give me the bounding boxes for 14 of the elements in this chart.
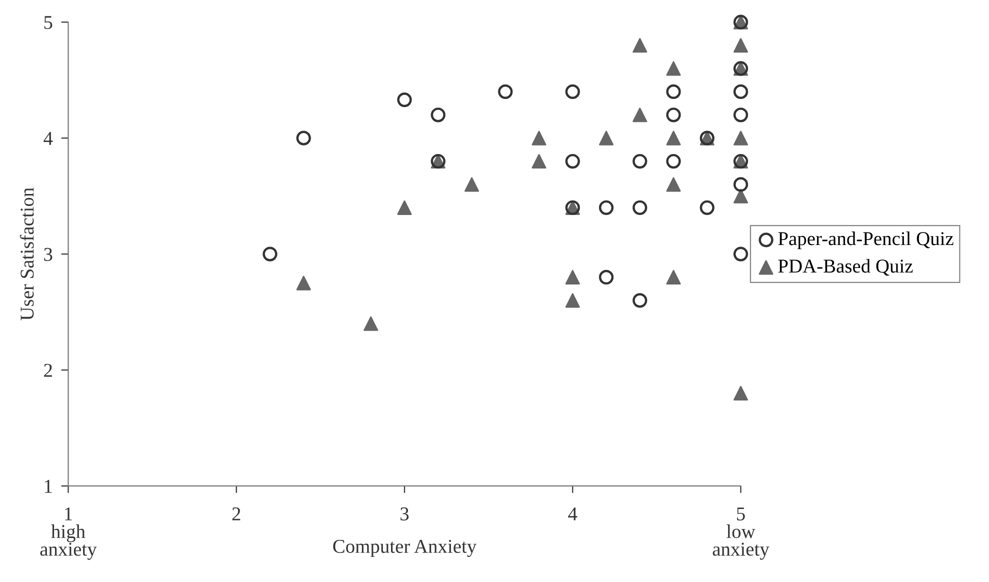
legend-label: PDA-Based Quiz — [778, 259, 913, 276]
y-axis-title: User Satisfaction — [20, 188, 34, 320]
legend-label: Paper-and-Pencil Quiz — [778, 232, 954, 250]
x-tick-label: 4 — [568, 507, 578, 520]
y-tick-label: 1 — [44, 480, 52, 493]
x-tick-label: 5 low anxiety — [712, 508, 770, 560]
x-tick-label: 1 high anxiety — [40, 507, 97, 560]
x-tick-label: 2 — [232, 507, 240, 520]
y-tick-label: 4 — [44, 132, 53, 145]
y-tick-label: 5 — [44, 16, 52, 30]
x-axis-title: Computer Anxiety — [333, 540, 477, 557]
x-tick-label: 3 — [400, 507, 409, 520]
y-tick-label: 2 — [44, 364, 52, 377]
y-tick-label: 3 — [44, 248, 52, 261]
